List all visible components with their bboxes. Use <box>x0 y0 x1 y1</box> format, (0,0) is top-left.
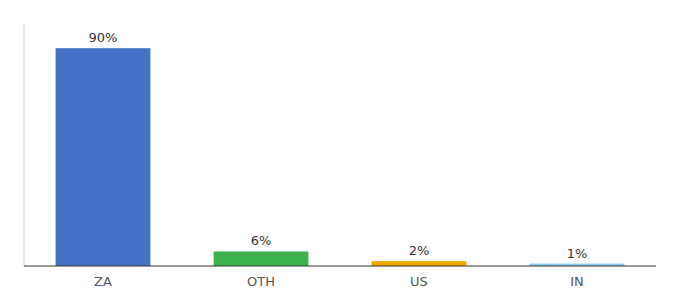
chart-container: 90% 6% 2% 1% ZA OTH US IN <box>0 0 680 300</box>
bars <box>56 48 625 266</box>
data-label: 90% <box>89 30 118 45</box>
x-axis-line <box>24 266 656 267</box>
x-tick-label: US <box>410 274 428 289</box>
bar <box>372 261 467 266</box>
data-label: 2% <box>409 243 430 258</box>
data-label: 6% <box>251 233 272 248</box>
x-tick-label: ZA <box>94 274 112 289</box>
data-label: 1% <box>567 246 588 261</box>
bar <box>214 251 309 266</box>
y-axis-line <box>24 24 25 266</box>
chart: 90% 6% 2% 1% ZA OTH US IN <box>0 0 680 300</box>
plot-area: 90% 6% 2% 1% ZA OTH US IN <box>24 24 656 289</box>
bar <box>56 48 151 266</box>
x-tick-label: OTH <box>247 274 275 289</box>
x-tick-label: IN <box>570 274 584 289</box>
